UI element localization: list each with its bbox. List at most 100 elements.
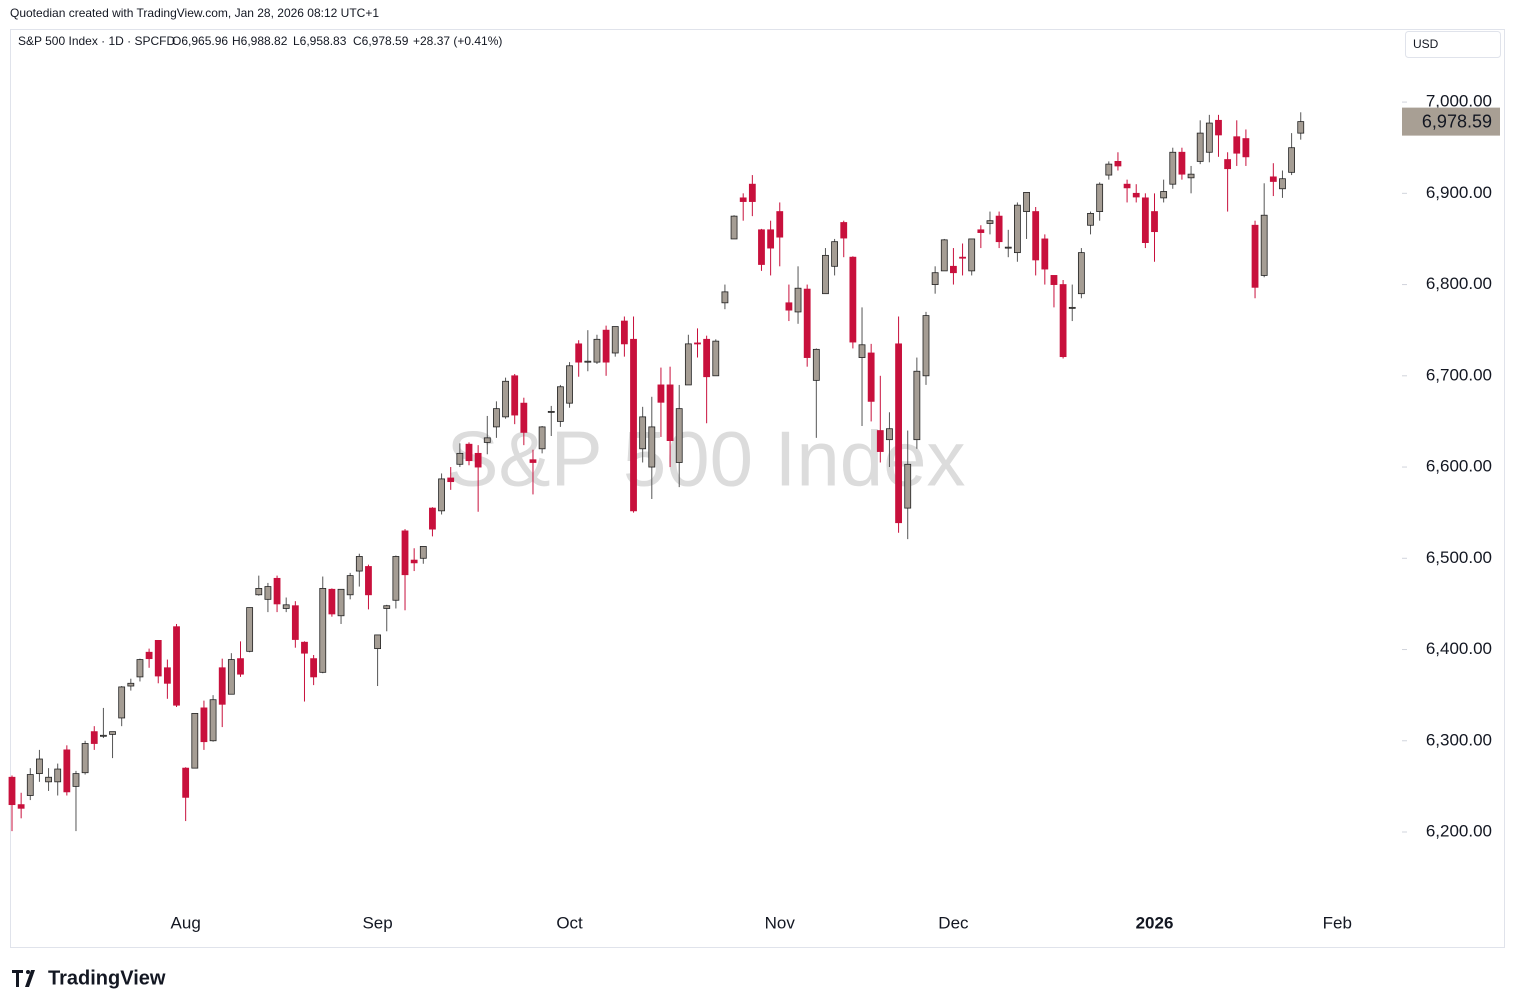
candle-body	[611, 326, 619, 354]
y-tick-label: 6,300.00	[1426, 730, 1492, 749]
x-tick-label: 2026	[1136, 913, 1174, 932]
candle-body	[511, 375, 519, 416]
candle-body	[1205, 122, 1213, 153]
candle-body	[931, 272, 939, 285]
candle-body	[392, 556, 400, 601]
y-tick-label: 6,900.00	[1426, 183, 1492, 202]
candle-body	[246, 607, 254, 652]
last-price-box	[1402, 107, 1500, 136]
candle-body	[1178, 151, 1186, 175]
candle-body	[529, 459, 537, 463]
candle-body	[301, 641, 308, 654]
last-price-label: 6,978.59	[1422, 111, 1492, 131]
candle-body	[1132, 192, 1140, 198]
candle-body	[54, 768, 62, 783]
x-tick-label: Dec	[938, 913, 969, 932]
legend-symbol: S&P 500 Index · 1D · SPCFD	[18, 34, 176, 48]
candle-body	[959, 256, 966, 259]
candle-body	[145, 651, 153, 660]
x-tick-label: Feb	[1323, 913, 1352, 932]
candle-body	[630, 338, 637, 512]
candle-body	[858, 344, 866, 358]
candle-body	[739, 197, 747, 202]
candle-body	[748, 183, 756, 202]
candle-body	[593, 338, 601, 363]
candle-body	[721, 291, 729, 304]
candle-body	[109, 731, 116, 735]
candle-body	[209, 699, 217, 742]
candle-body	[1242, 138, 1250, 158]
candle-body	[785, 302, 793, 311]
candle-body	[1114, 160, 1122, 167]
candle-body	[557, 386, 564, 422]
candle-body	[995, 215, 1003, 243]
currency[interactable]: USD	[1413, 37, 1439, 51]
candle-body	[355, 556, 363, 572]
candle-body	[1141, 197, 1149, 243]
x-tick-label: Nov	[765, 913, 796, 932]
y-tick-label: 6,400.00	[1426, 639, 1492, 658]
candle-body	[758, 229, 765, 265]
candle-body	[849, 256, 857, 343]
candle-body	[886, 428, 893, 441]
y-tick-label: 6,700.00	[1426, 365, 1492, 384]
candle-body	[264, 586, 272, 600]
candle-body	[36, 758, 43, 775]
candle-body	[584, 360, 592, 363]
candle-body	[840, 222, 848, 239]
candle-body	[1041, 238, 1049, 270]
candle-body	[940, 239, 948, 272]
candle-body	[310, 658, 318, 678]
candle-body	[291, 605, 299, 640]
candle-body	[365, 566, 372, 596]
legend-open: O6,965.96	[172, 34, 228, 48]
candle-body	[1059, 284, 1067, 358]
candle-body	[1169, 151, 1177, 185]
x-tick-label: Oct	[556, 913, 583, 932]
candle-body	[429, 507, 436, 530]
y-tick-label: 6,800.00	[1426, 274, 1492, 293]
candle-body	[812, 348, 820, 381]
candle-body	[182, 767, 190, 798]
candle-body	[922, 315, 930, 377]
candle-body	[694, 342, 701, 345]
candle-body	[730, 215, 738, 240]
candle-body	[657, 384, 665, 403]
candle-body	[154, 640, 162, 677]
currency-box[interactable]	[1405, 31, 1501, 58]
candle-body	[465, 443, 473, 462]
candle-body	[1023, 192, 1030, 212]
candle-body	[1096, 183, 1104, 212]
candle-body	[127, 682, 135, 687]
candle-body	[867, 352, 875, 402]
legend-high: H6,988.82	[232, 34, 288, 48]
candle-body	[1297, 121, 1305, 134]
candle-body	[794, 287, 802, 313]
candle-body	[502, 380, 509, 418]
candle-body	[1251, 224, 1259, 288]
candle-body	[191, 712, 199, 769]
candle-body	[1288, 147, 1295, 173]
candle-body	[1087, 212, 1094, 226]
candle-body	[374, 634, 382, 650]
candle-body	[383, 605, 391, 609]
candle-body	[483, 437, 491, 443]
candle-body	[1279, 178, 1286, 190]
candle-body	[401, 530, 409, 576]
candle-body	[538, 426, 546, 450]
candle-body	[602, 329, 610, 363]
candle-body	[136, 659, 144, 678]
x-tick-label: Sep	[362, 913, 392, 932]
candle-body	[346, 575, 354, 596]
y-tick-label: 6,500.00	[1426, 548, 1492, 567]
brand: TradingView	[48, 967, 166, 989]
candle-body	[474, 452, 482, 468]
candle-body	[620, 320, 628, 345]
candle-body	[675, 408, 683, 463]
candle-body	[493, 408, 500, 428]
y-tick-label: 6,600.00	[1426, 457, 1492, 476]
candle-body	[273, 577, 281, 605]
plot: 6,200.00 6,300.00 6,400.00 6,500.00 6,600.00…	[8, 92, 1500, 932]
candle-body	[8, 776, 16, 806]
